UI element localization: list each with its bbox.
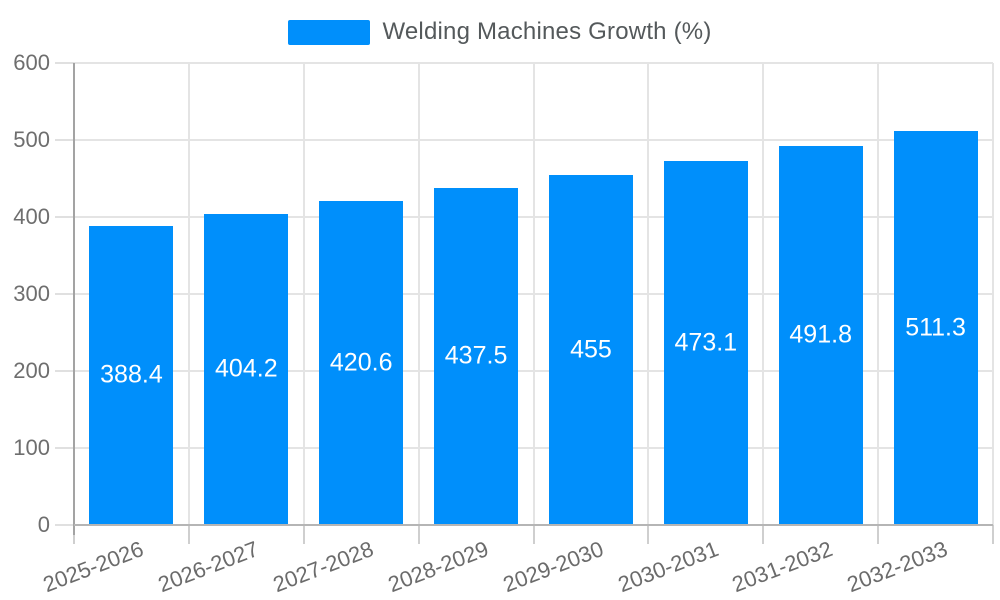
bar[interactable]: 473.1	[663, 160, 748, 525]
y-tick-label: 400	[13, 203, 50, 229]
x-tick-label: 2025-2026	[39, 536, 148, 598]
x-tick	[992, 524, 994, 544]
bar-value-label: 473.1	[674, 328, 738, 357]
x-tick-label: 2028-2029	[384, 536, 492, 598]
bar[interactable]: 437.5	[434, 187, 519, 525]
v-gridline	[992, 63, 994, 525]
y-tick-label: 500	[13, 126, 50, 152]
x-tick	[187, 524, 190, 544]
bar-value-label: 437.5	[444, 341, 508, 370]
bar[interactable]: 404.2	[204, 213, 289, 525]
x-tick	[302, 524, 305, 544]
bar-value-label: 388.4	[100, 360, 163, 389]
y-tick	[55, 215, 74, 218]
x-tick	[877, 524, 880, 544]
bar-value-label: 404.2	[215, 354, 278, 383]
bar[interactable]: 420.6	[319, 200, 404, 525]
y-tick	[55, 292, 74, 295]
x-tick	[417, 524, 420, 544]
bar[interactable]: 388.4	[89, 225, 174, 525]
x-tick	[647, 524, 650, 544]
x-tick-label: 2027-2028	[269, 536, 377, 598]
x-tick	[762, 524, 765, 544]
y-tick	[55, 369, 74, 372]
x-tick	[532, 524, 535, 544]
x-tick-label: 2029-2030	[499, 536, 607, 598]
v-gridline	[187, 63, 190, 525]
bar[interactable]: 491.8	[778, 146, 863, 525]
y-tick-label: 100	[13, 434, 50, 460]
bar-value-label: 420.6	[329, 348, 393, 377]
legend[interactable]: Welding Machines Growth (%)	[0, 14, 1000, 50]
v-gridline	[762, 63, 765, 525]
y-tick	[55, 62, 74, 64]
legend-marker	[288, 19, 371, 45]
y-tick-label: 200	[13, 357, 50, 383]
v-gridline	[417, 63, 420, 525]
x-tick-label: 2031-2032	[729, 536, 837, 598]
v-gridline	[532, 63, 535, 525]
x-axis-line	[74, 523, 993, 526]
bar-value-label: 491.8	[789, 320, 852, 349]
y-tick	[55, 138, 74, 141]
y-axis-line	[73, 63, 75, 535]
x-tick-label: 2026-2027	[154, 536, 262, 598]
v-gridline	[302, 63, 305, 525]
bar-value-label: 511.3	[905, 313, 966, 342]
v-gridline	[877, 63, 880, 525]
x-tick-label: 2032-2033	[843, 536, 952, 598]
y-tick	[55, 523, 74, 526]
x-tick-label: 2030-2031	[614, 536, 722, 598]
y-tick-label: 600	[13, 50, 50, 75]
y-tick	[55, 446, 74, 449]
bar[interactable]: 455	[548, 174, 633, 525]
legend-label: Welding Machines Growth (%)	[382, 18, 712, 45]
bar-value-label: 455	[570, 335, 612, 363]
bar[interactable]: 511.3	[893, 131, 978, 525]
y-tick-label: 0	[37, 511, 50, 537]
y-tick-label: 300	[13, 280, 50, 306]
v-gridline	[647, 63, 650, 525]
